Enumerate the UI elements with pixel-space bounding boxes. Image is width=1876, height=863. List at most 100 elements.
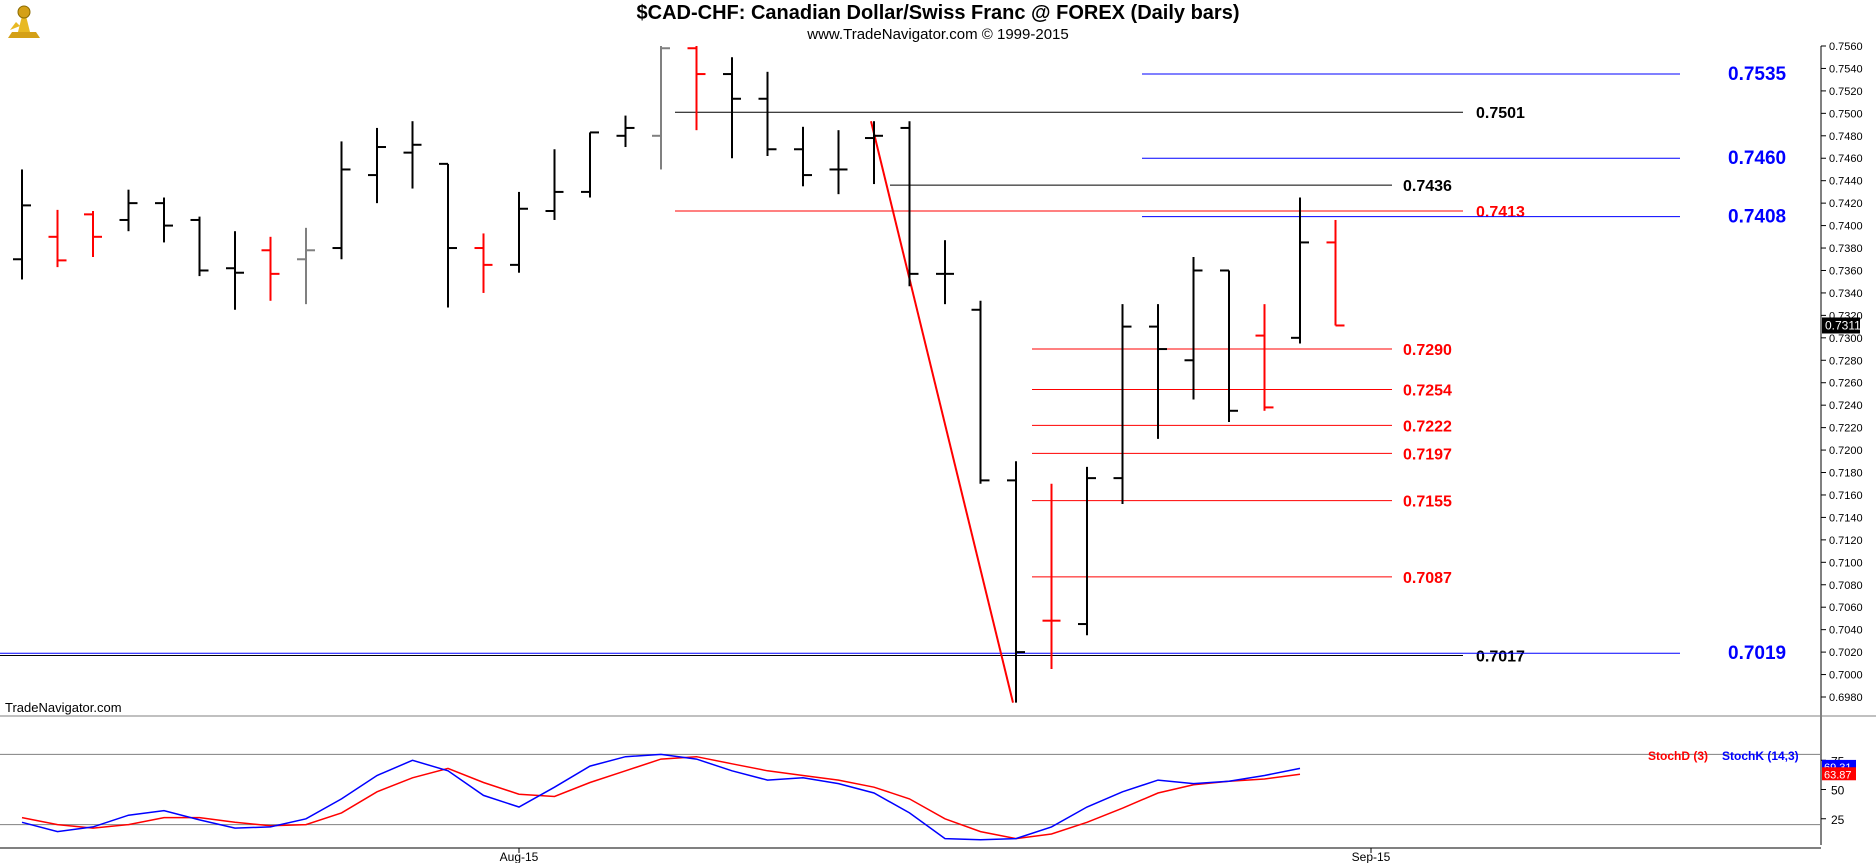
ohlc-bar [687, 46, 706, 131]
y-tick-label: 0.7260 [1829, 378, 1863, 390]
ohlc-bar [332, 141, 351, 260]
y-tick-label: 0.7060 [1829, 602, 1863, 614]
watermark: TradeNavigator.com [5, 700, 122, 715]
current-price-label: 0.7311 [1825, 318, 1861, 332]
ohlc-bar [1113, 304, 1132, 504]
ohlc-bar [403, 121, 422, 189]
level-label: 0.7087 [1403, 570, 1452, 587]
stoch-tick-label: 25 [1831, 813, 1845, 827]
level-label: 0.7408 [1728, 207, 1786, 228]
y-tick-label: 0.7540 [1829, 63, 1863, 75]
level-label: 0.7501 [1476, 105, 1525, 122]
ohlc-bar [1007, 461, 1025, 703]
y-tick-label: 0.7440 [1829, 176, 1863, 188]
y-tick-label: 0.7180 [1829, 468, 1863, 480]
stochk-line [21, 753, 1301, 841]
ohlc-bar [1149, 304, 1167, 439]
stoch-tick-label: 50 [1831, 784, 1845, 798]
level-label: 0.7222 [1403, 418, 1452, 435]
ohlc-bar [474, 233, 493, 293]
level-label: 0.7460 [1728, 148, 1786, 169]
stochd-value-tag [1822, 767, 1856, 781]
ohlc-bar [1291, 197, 1309, 344]
ohlc-bar [1255, 304, 1274, 411]
y-tick-label: 0.7220 [1829, 423, 1863, 435]
y-tick-label: 0.7360 [1829, 265, 1863, 277]
tradenavigator-logo-icon [8, 5, 40, 38]
price-axis-area [1821, 46, 1876, 716]
trendline [870, 120, 1014, 703]
ohlc-bar [616, 115, 635, 148]
ohlc-bar [510, 191, 528, 273]
y-tick-label: 0.7000 [1829, 670, 1863, 682]
ohlc-bar [84, 210, 102, 258]
legend-stochk: StochK (14,3) [1722, 749, 1799, 763]
x-tick-label: Sep-15 [1352, 850, 1391, 863]
y-tick-label: 0.7520 [1829, 86, 1863, 98]
ohlc-bar [226, 231, 244, 310]
ohlc-bar [48, 209, 67, 268]
y-tick-label: 0.7380 [1829, 243, 1863, 255]
ohlc-bar [1184, 257, 1203, 400]
ohlc-bar [1042, 483, 1061, 669]
level-label: 0.7155 [1403, 494, 1452, 511]
ohlc-bar [829, 130, 848, 195]
y-tick-label: 0.7040 [1829, 625, 1863, 637]
ohlc-bar [865, 121, 883, 185]
ohlc-bar [155, 197, 173, 243]
level-label: 0.7436 [1403, 178, 1452, 195]
ohlc-bar [1326, 219, 1345, 327]
level-label: 0.7197 [1403, 446, 1452, 463]
chart-header: $CAD-CHF: Canadian Dollar/Swiss Franc @ … [0, 0, 1876, 46]
chart-title: $CAD-CHF: Canadian Dollar/Swiss Franc @ … [636, 2, 1240, 24]
ohlc-bar [971, 300, 990, 484]
ohlc-bar [1220, 269, 1238, 423]
legend-stochd: StochD (3) [1648, 749, 1708, 763]
y-tick-label: 0.7080 [1829, 580, 1863, 592]
y-tick-label: 0.7300 [1829, 333, 1863, 345]
level-label: 0.7019 [1728, 643, 1786, 664]
ohlc-bar [297, 227, 315, 305]
y-tick-label: 0.7500 [1829, 108, 1863, 120]
ohlc-bar [1078, 466, 1096, 636]
y-tick-label: 0.7020 [1829, 647, 1863, 659]
ohlc-bar [936, 240, 954, 305]
y-tick-label: 0.7400 [1829, 221, 1863, 233]
y-tick-label: 0.7560 [1829, 41, 1863, 53]
ohlc-bar [545, 149, 564, 220]
current-price-tag [1822, 317, 1860, 334]
level-label: 0.7535 [1728, 64, 1787, 85]
level-label: 0.7017 [1476, 648, 1525, 665]
ohlc-bar [13, 169, 31, 280]
ohlc-bar [261, 236, 280, 301]
stochd-line [21, 755, 1301, 840]
x-tick-label: Aug-15 [500, 850, 539, 863]
ohlc-bar [190, 216, 209, 277]
level-label: 0.7290 [1403, 342, 1452, 359]
level-label: 0.7254 [1403, 382, 1452, 399]
stochd-value-label: 63.87 [1824, 769, 1852, 781]
y-tick-label: 0.7240 [1829, 400, 1863, 412]
y-tick-label: 0.7140 [1829, 512, 1863, 524]
y-tick-label: 0.7340 [1829, 288, 1863, 300]
chart-subtitle: www.TradeNavigator.com © 1999-2015 [807, 26, 1069, 43]
y-tick-label: 0.7480 [1829, 131, 1863, 143]
y-tick-label: 0.7460 [1829, 153, 1863, 165]
y-tick-label: 0.6980 [1829, 692, 1863, 704]
ohlc-bar [723, 57, 741, 159]
ohlc-bar [758, 71, 777, 156]
ohlc-bar [581, 131, 599, 198]
ohlc-bar [439, 162, 457, 308]
y-tick-label: 0.7120 [1829, 535, 1863, 547]
y-tick-label: 0.7160 [1829, 490, 1863, 502]
ohlc-bar [900, 121, 919, 287]
ohlc-bar [119, 189, 138, 232]
level-label: 0.7413 [1476, 204, 1525, 221]
y-tick-label: 0.7420 [1829, 198, 1863, 210]
ohlc-bar [794, 126, 812, 187]
ohlc-bar [368, 127, 386, 204]
ohlc-bar [652, 46, 670, 170]
y-tick-label: 0.7200 [1829, 445, 1863, 457]
y-tick-label: 0.7280 [1829, 355, 1863, 367]
